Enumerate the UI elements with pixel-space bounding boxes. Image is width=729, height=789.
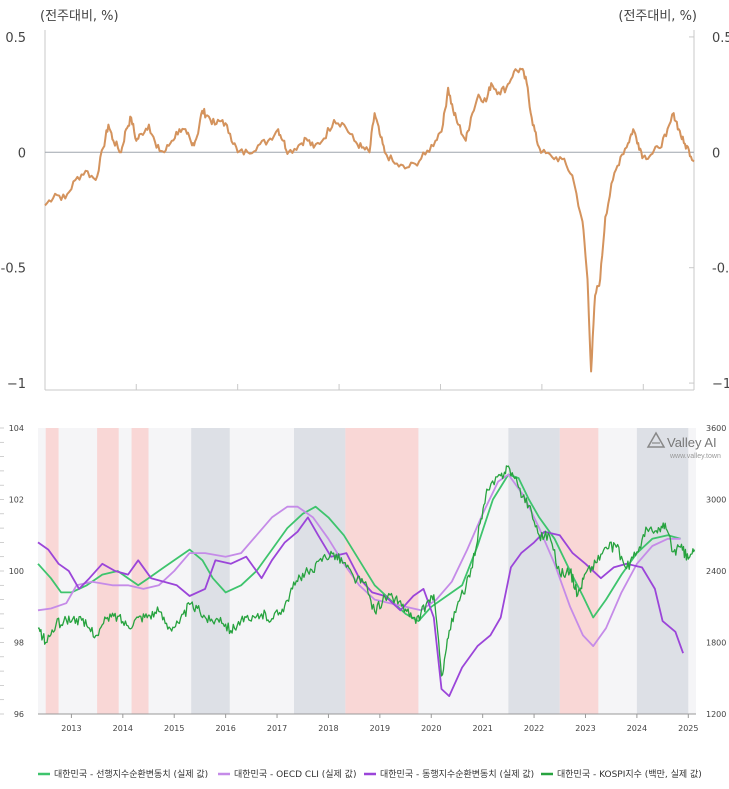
bottom-ytick-left-1: 102 xyxy=(9,496,24,505)
bottom-ytick-left-0: 104 xyxy=(9,424,24,433)
bottom-ytick-right-4: 1200 xyxy=(706,710,726,719)
top-unit-right: (전주대비, %) xyxy=(618,9,697,24)
bottom-ytick-left-3: 98 xyxy=(14,639,24,648)
bottom-xtick-7: 2020 xyxy=(421,724,441,733)
legend-label-3: 대한민국 - KOSPI지수 (백만, 실제 값) xyxy=(557,768,702,780)
top-xtick-4: 2022 xyxy=(523,402,561,405)
shaded-period-2 xyxy=(131,428,149,714)
top-xtick-2: 2018 xyxy=(320,402,358,405)
bottom-xtick-0: 2013 xyxy=(61,724,81,733)
bottom-xtick-10: 2023 xyxy=(575,724,595,733)
top-ytick-right-0: 0.5 xyxy=(712,31,729,46)
bottom-xtick-9: 2022 xyxy=(524,724,544,733)
top-chart: (전주대비, %) (전주대비, %) 0.5 0 -0.5 −1 0.5 0 -0.5 −… xyxy=(1,9,729,405)
shaded-period-4 xyxy=(294,428,346,714)
legend-label-0: 대한민국 - 선행지수순환변동치 (실제 값) xyxy=(54,768,208,780)
brand-title: Valley AI xyxy=(667,435,717,450)
bottom-xticks: 2013 2014 2015 2016 2017 2018 2019 2020 2021 2022… xyxy=(61,714,698,733)
top-ytick-left-3: −1 xyxy=(7,377,26,392)
top-xtick-3: 2020 xyxy=(421,402,459,405)
bottom-series-line-3 xyxy=(37,465,696,677)
top-xtick-1: 2016 xyxy=(219,402,257,405)
bottom-series-line-1 xyxy=(37,473,681,647)
shaded-period-1 xyxy=(97,428,119,714)
bottom-ytick-right-3: 1800 xyxy=(706,639,726,648)
top-yticks-right: 0.5 0 -0.5 −1 xyxy=(712,31,729,392)
shaded-period-0 xyxy=(45,428,59,714)
watermark: Valley AI www.valley.town xyxy=(646,431,721,460)
bottom-legend: 대한민국 - 선행지수순환변동치 (실제 값) 대한민국 - OECD CLI (… xyxy=(38,768,702,780)
top-ytick-right-1: 0 xyxy=(712,146,720,161)
top-ytick-left-0: 0.5 xyxy=(5,31,26,46)
bottom-xtick-5: 2018 xyxy=(318,724,338,733)
bottom-shading xyxy=(38,428,696,714)
top-ytick-right-2: -0.5 xyxy=(712,262,729,277)
bottom-xtick-11: 2024 xyxy=(627,724,647,733)
valley-logo-icon xyxy=(646,431,666,448)
bottom-yticks-right: 3600 3000 2400 1800 1200 xyxy=(706,424,726,719)
top-series-line xyxy=(44,67,695,373)
shaded-period-8 xyxy=(636,428,689,714)
top-xtick-5: 2024 xyxy=(624,402,662,405)
shaded-period-3 xyxy=(191,428,230,714)
bottom-xtick-1: 2014 xyxy=(113,724,133,733)
bottom-ytick-right-0: 3600 xyxy=(706,424,726,433)
bottom-ytick-left-4: 96 xyxy=(14,710,24,719)
top-ytick-right-3: −1 xyxy=(712,377,729,392)
bottom-yticks-left: 104 102 100 98 96 xyxy=(0,424,24,719)
brand-subtitle: www.valley.town xyxy=(669,453,721,460)
legend-label-2: 대한민국 - 동행지수순환변동치 (실제 값) xyxy=(380,768,534,780)
shaded-period-5 xyxy=(345,428,419,714)
top-grid xyxy=(689,36,694,384)
bottom-ytick-right-2: 2400 xyxy=(706,567,726,576)
bottom-series xyxy=(37,465,696,697)
top-xtick-0: 2014 xyxy=(117,402,155,405)
bottom-xtick-6: 2019 xyxy=(370,724,390,733)
shaded-period-6 xyxy=(508,428,560,714)
bottom-ytick-left-2: 100 xyxy=(9,567,24,576)
bottom-xtick-8: 2021 xyxy=(472,724,492,733)
top-yticks-left: 0.5 0 -0.5 −1 xyxy=(1,31,26,392)
legend-label-1: 대한민국 - OECD CLI (실제 값) xyxy=(234,768,356,780)
bottom-xtick-2: 2015 xyxy=(164,724,184,733)
top-ytick-left-1: 0 xyxy=(18,146,26,161)
bottom-xtick-3: 2016 xyxy=(215,724,235,733)
bottom-xtick-12: 2025 xyxy=(678,724,698,733)
top-xticks: 2014 2016 2018 2020 2022 2024 xyxy=(117,384,662,405)
bottom-ytick-right-1: 3000 xyxy=(706,496,726,505)
bottom-series-line-2 xyxy=(37,516,684,697)
top-unit-left: (전주대비, %) xyxy=(40,9,119,24)
bottom-xtick-4: 2017 xyxy=(267,724,287,733)
top-ytick-left-2: -0.5 xyxy=(1,262,26,277)
